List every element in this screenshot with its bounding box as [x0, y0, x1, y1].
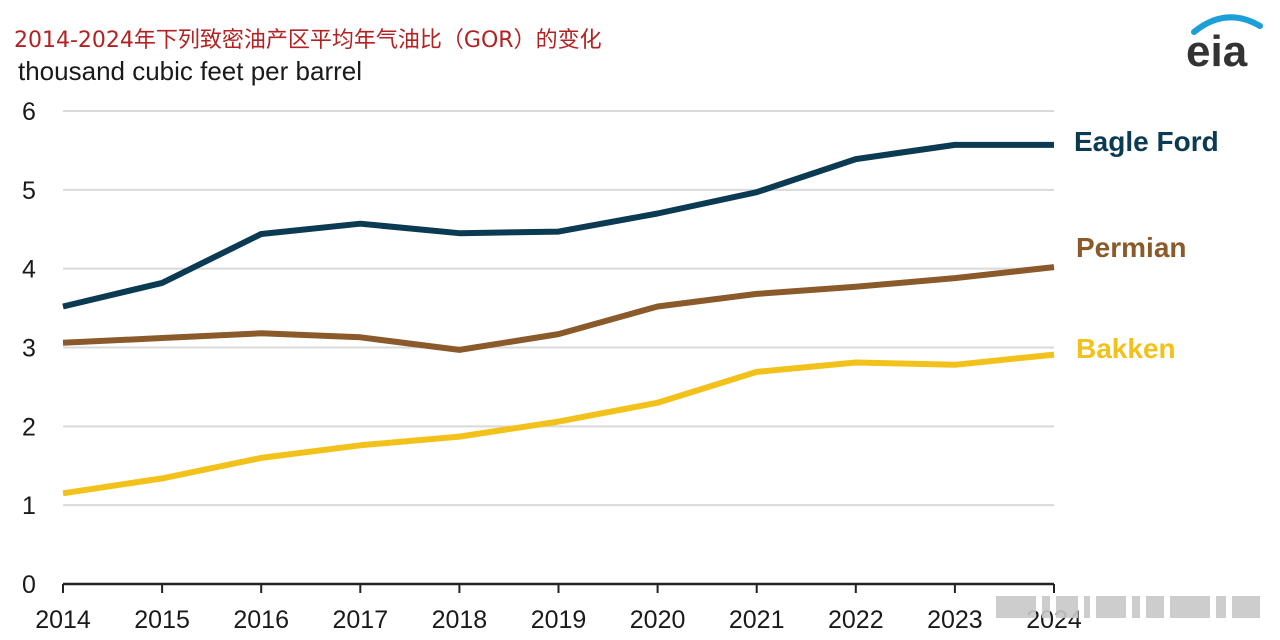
chart-title: 2014-2024年下列致密油产区平均年气油比（GOR）的变化 — [14, 28, 602, 53]
y-tick-label: 2 — [22, 413, 36, 441]
x-tick-label: 2021 — [729, 606, 785, 634]
y-tick-label: 5 — [22, 177, 36, 205]
series-line-permian — [62, 264, 1055, 353]
y-tick-label: 0 — [22, 571, 36, 599]
x-tick-label: 2016 — [233, 606, 289, 634]
x-tick-label: 2020 — [630, 606, 686, 634]
series-lines — [62, 141, 1055, 497]
x-tick-label: 2023 — [927, 606, 983, 634]
series-labels: Eagle Ford Permian Bakken — [1074, 126, 1219, 364]
series-label-bakken: Bakken — [1076, 333, 1176, 364]
y-tick-label: 4 — [22, 256, 36, 284]
x-tick-label: 2017 — [332, 606, 388, 634]
logo-text: eia — [1186, 27, 1248, 72]
series-line-bakken — [62, 351, 1055, 497]
series-label-permian: Permian — [1076, 232, 1187, 263]
series-label-eagle-ford: Eagle Ford — [1074, 126, 1219, 157]
x-axis — [62, 582, 1055, 593]
watermark — [996, 590, 1264, 624]
eia-logo-icon: eia — [1186, 14, 1263, 72]
series-line-eagle-ford — [62, 141, 1054, 310]
y-tick-label: 3 — [22, 335, 36, 363]
y-tick-label: 1 — [22, 492, 36, 520]
x-tick-label: 2018 — [432, 606, 488, 634]
y-axis-unit-label: thousand cubic feet per barrel — [18, 56, 362, 86]
y-axis-ticks: 0 1 2 3 4 5 6 — [22, 98, 36, 599]
x-tick-label: 2014 — [35, 606, 91, 634]
x-tick-label: 2015 — [134, 606, 190, 634]
x-tick-label: 2022 — [828, 606, 884, 634]
gridlines — [63, 110, 1054, 507]
x-axis-ticks: 2014 2015 2016 2017 2018 2019 2020 2021 2022 2023… — [35, 606, 1082, 634]
y-tick-label: 6 — [22, 98, 36, 126]
x-tick-label: 2019 — [531, 606, 587, 634]
